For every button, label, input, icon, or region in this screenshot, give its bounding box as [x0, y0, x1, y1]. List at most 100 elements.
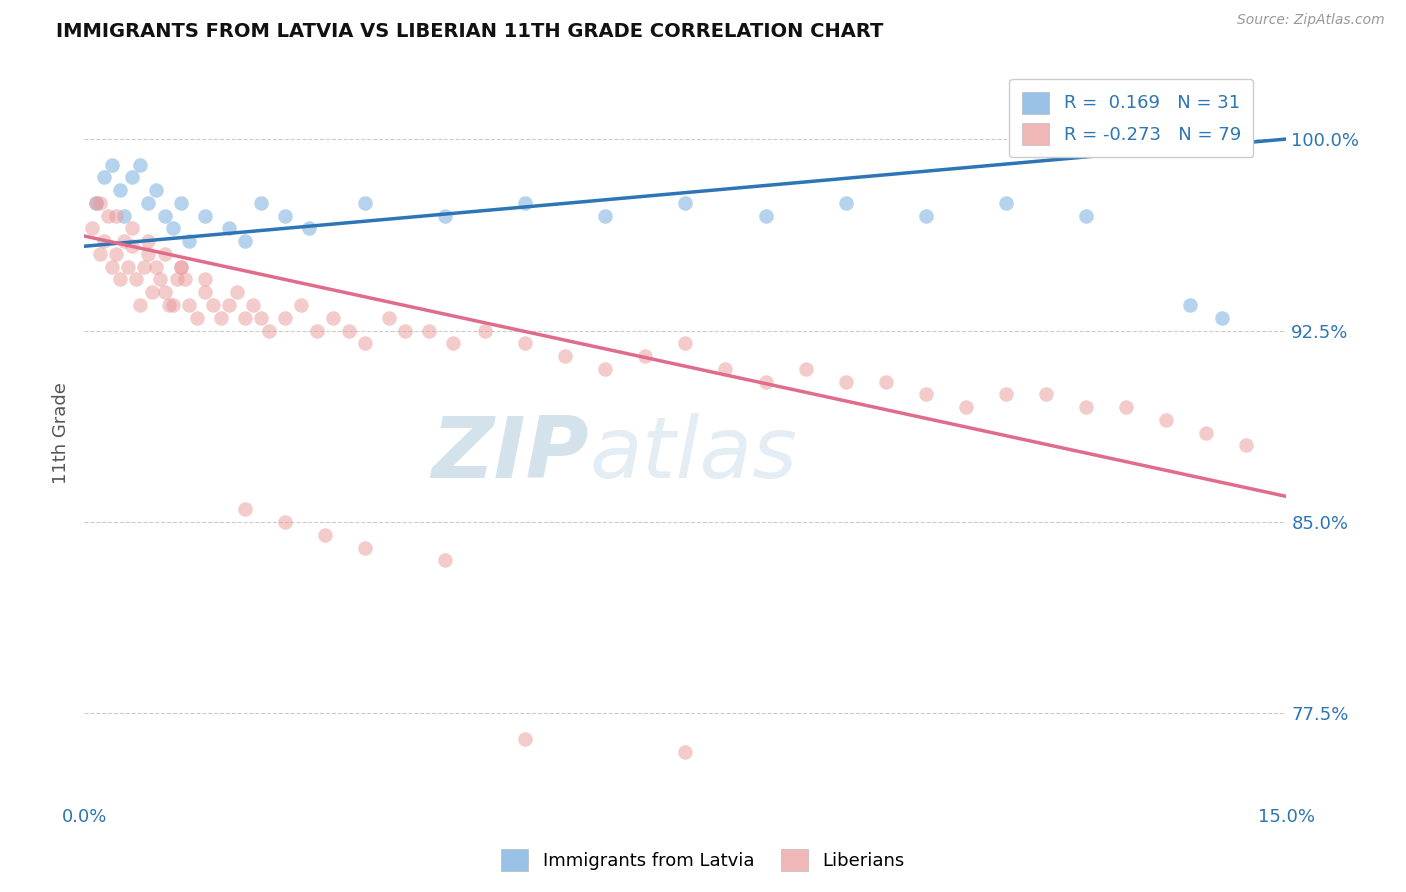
- Point: [595, 361, 617, 376]
- Point: [194, 209, 217, 223]
- Point: [915, 387, 938, 401]
- Point: [157, 298, 180, 312]
- Point: [515, 731, 537, 746]
- Point: [194, 285, 217, 300]
- Point: [875, 375, 897, 389]
- Text: atlas: atlas: [589, 413, 797, 496]
- Point: [166, 272, 188, 286]
- Text: IMMIGRANTS FROM LATVIA VS LIBERIAN 11TH GRADE CORRELATION CHART: IMMIGRANTS FROM LATVIA VS LIBERIAN 11TH …: [56, 22, 883, 41]
- Point: [1115, 400, 1137, 414]
- Point: [110, 272, 132, 286]
- Point: [194, 272, 217, 286]
- Point: [169, 260, 191, 274]
- Point: [305, 324, 328, 338]
- Point: [554, 349, 576, 363]
- Point: [110, 183, 132, 197]
- Point: [153, 285, 176, 300]
- Point: [955, 400, 977, 414]
- Point: [121, 170, 143, 185]
- Point: [257, 324, 280, 338]
- Point: [225, 285, 247, 300]
- Point: [1076, 400, 1098, 414]
- Point: [1195, 425, 1218, 440]
- Point: [1236, 438, 1258, 452]
- Point: [233, 234, 256, 248]
- Point: [233, 310, 256, 325]
- Point: [242, 298, 264, 312]
- Point: [89, 195, 111, 210]
- Point: [474, 324, 496, 338]
- Point: [634, 349, 657, 363]
- Point: [162, 221, 184, 235]
- Point: [93, 170, 115, 185]
- Legend: Immigrants from Latvia, Liberians: Immigrants from Latvia, Liberians: [494, 842, 912, 879]
- Point: [714, 361, 737, 376]
- Point: [141, 285, 163, 300]
- Point: [249, 195, 271, 210]
- Point: [138, 247, 160, 261]
- Point: [114, 209, 135, 223]
- Point: [105, 209, 128, 223]
- Point: [209, 310, 232, 325]
- Legend: R =  0.169   N = 31, R = -0.273   N = 79: R = 0.169 N = 31, R = -0.273 N = 79: [1010, 78, 1253, 157]
- Point: [1156, 413, 1178, 427]
- Point: [1076, 209, 1098, 223]
- Point: [101, 260, 124, 274]
- Point: [794, 361, 817, 376]
- Point: [274, 310, 297, 325]
- Point: [218, 298, 240, 312]
- Point: [915, 209, 938, 223]
- Point: [274, 209, 297, 223]
- Point: [337, 324, 360, 338]
- Point: [434, 553, 457, 567]
- Point: [186, 310, 208, 325]
- Point: [274, 515, 297, 529]
- Point: [298, 221, 321, 235]
- Point: [134, 260, 156, 274]
- Point: [995, 387, 1018, 401]
- Point: [675, 745, 697, 759]
- Point: [121, 239, 143, 253]
- Point: [138, 195, 160, 210]
- Point: [177, 234, 200, 248]
- Point: [1211, 310, 1233, 325]
- Point: [354, 541, 377, 555]
- Point: [173, 272, 195, 286]
- Point: [515, 195, 537, 210]
- Point: [218, 221, 240, 235]
- Point: [153, 247, 176, 261]
- Point: [249, 310, 271, 325]
- Point: [378, 310, 401, 325]
- Point: [434, 209, 457, 223]
- Point: [105, 247, 128, 261]
- Point: [675, 195, 697, 210]
- Point: [201, 298, 224, 312]
- Point: [97, 209, 120, 223]
- Point: [145, 260, 167, 274]
- Point: [835, 195, 858, 210]
- Point: [995, 195, 1018, 210]
- Point: [145, 183, 167, 197]
- Point: [755, 375, 778, 389]
- Point: [595, 209, 617, 223]
- Point: [114, 234, 135, 248]
- Text: Source: ZipAtlas.com: Source: ZipAtlas.com: [1237, 13, 1385, 28]
- Point: [82, 221, 104, 235]
- Y-axis label: 11th Grade: 11th Grade: [52, 382, 70, 483]
- Point: [86, 195, 108, 210]
- Point: [138, 234, 160, 248]
- Point: [89, 247, 111, 261]
- Point: [101, 157, 124, 171]
- Point: [322, 310, 344, 325]
- Point: [233, 502, 256, 516]
- Point: [129, 298, 152, 312]
- Point: [93, 234, 115, 248]
- Point: [354, 336, 377, 351]
- Point: [1035, 387, 1057, 401]
- Text: ZIP: ZIP: [432, 413, 589, 496]
- Point: [290, 298, 312, 312]
- Point: [86, 195, 108, 210]
- Point: [125, 272, 148, 286]
- Point: [129, 157, 152, 171]
- Point: [121, 221, 143, 235]
